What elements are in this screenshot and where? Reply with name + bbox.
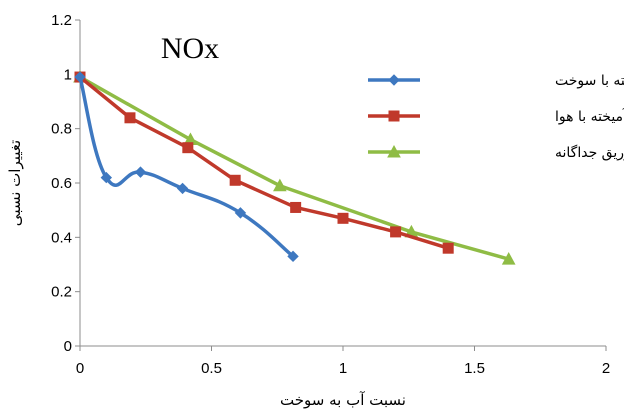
data-point xyxy=(176,182,189,195)
data-point xyxy=(290,201,302,213)
data-point xyxy=(442,242,454,254)
series-line xyxy=(78,75,450,250)
axes: 0 0.2 0.4 0.6 0.8 1 1.2 0 0.5 1 1.5 2 xyxy=(51,12,610,377)
y-axis-title: تغییرات نسبی xyxy=(6,140,24,226)
data-point xyxy=(273,178,287,192)
series-layer xyxy=(73,70,516,265)
data-point xyxy=(229,174,241,186)
legend-item-2: پیش آمیخته با هوا xyxy=(368,108,624,125)
y-tick-label: 0.6 xyxy=(51,175,72,192)
y-tick-label: 0.8 xyxy=(51,121,72,138)
data-point xyxy=(501,252,516,265)
data-point xyxy=(234,207,247,219)
y-tick-label: 1.2 xyxy=(51,12,72,29)
data-point xyxy=(124,112,136,124)
data-point xyxy=(337,212,349,224)
series-line xyxy=(78,75,295,259)
legend: پیش آمیخته با سوخت پیش آمیخته با هوا تزریق… xyxy=(368,72,624,161)
legend-item-1: پیش آمیخته با سوخت xyxy=(368,72,624,89)
legend-marker xyxy=(388,110,400,122)
x-tick-label: 2 xyxy=(602,360,610,377)
legend-label: پیش آمیخته با سوخت xyxy=(555,72,624,89)
y-tick-label: 0 xyxy=(64,338,72,355)
x-tick-label: 1.5 xyxy=(464,360,485,377)
legend-label: تزریق جداگانه xyxy=(555,144,624,161)
x-tick-label: 0 xyxy=(76,360,84,377)
data-point xyxy=(390,226,402,238)
legend-label: پیش آمیخته با هوا xyxy=(555,108,624,125)
data-point xyxy=(182,142,194,154)
x-axis-title: نسبت آب به سوخت xyxy=(280,391,406,409)
series-line xyxy=(78,75,511,261)
data-point xyxy=(287,250,299,263)
y-tick-label: 0.2 xyxy=(51,284,72,301)
x-tick-label: 0.5 xyxy=(201,360,222,377)
y-tick-label: 1 xyxy=(64,66,72,83)
legend-item-3: تزریق جداگانه xyxy=(368,144,624,161)
legend-marker xyxy=(387,144,401,158)
series-1 xyxy=(74,71,299,263)
legend-marker xyxy=(388,74,400,86)
data-point xyxy=(74,71,86,83)
data-point xyxy=(100,171,113,184)
chart-title: NOx xyxy=(161,32,219,65)
data-point xyxy=(134,166,147,178)
y-tick-label: 0.4 xyxy=(51,229,72,246)
x-tick-label: 1 xyxy=(339,360,347,377)
